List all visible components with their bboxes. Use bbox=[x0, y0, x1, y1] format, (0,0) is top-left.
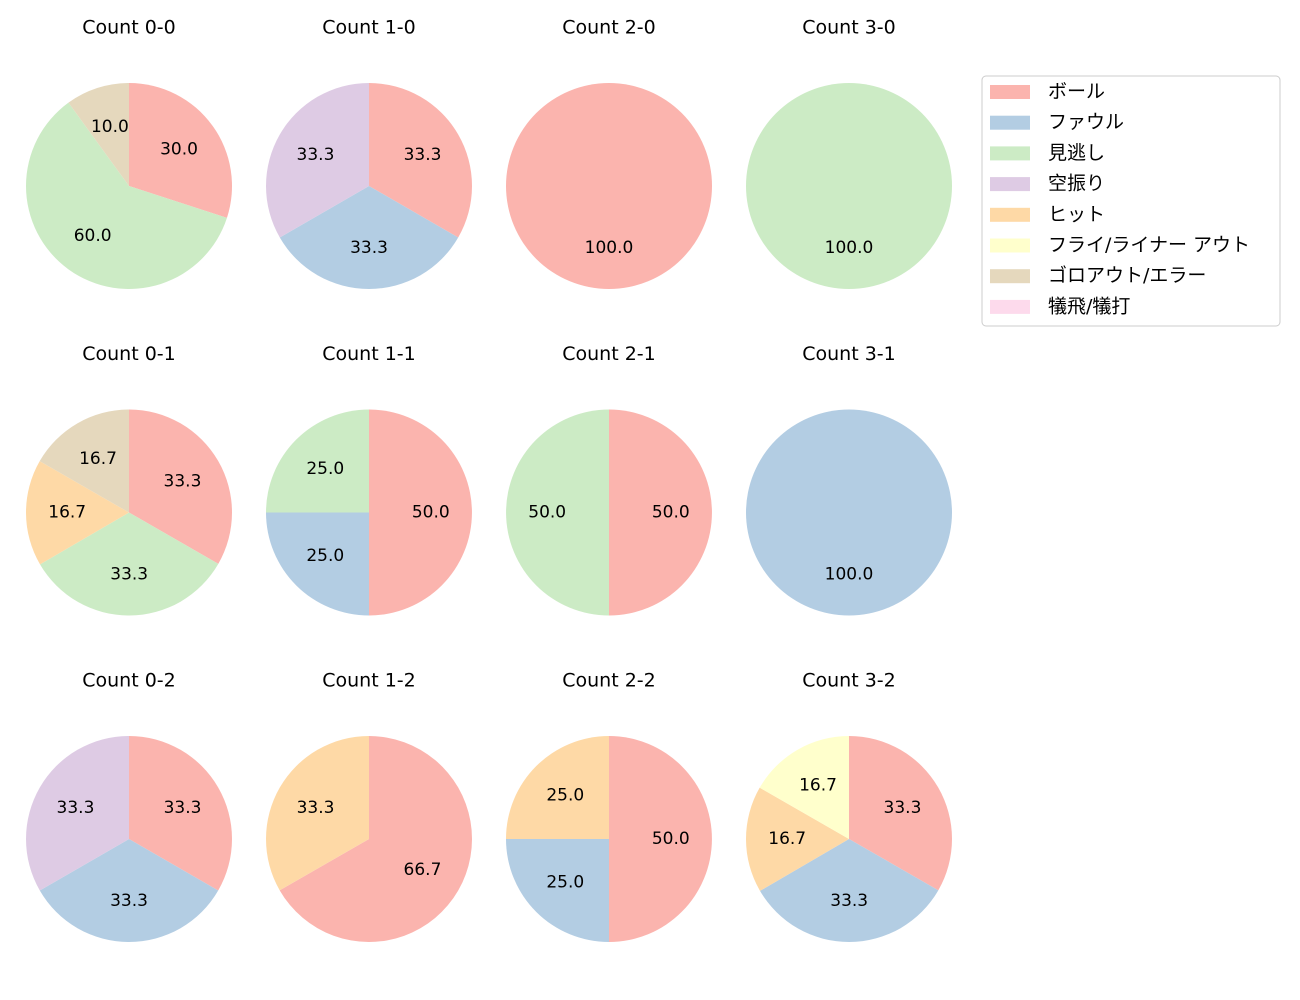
chart-title: Count 1-2 bbox=[322, 670, 416, 692]
chart-title: Count 1-1 bbox=[322, 343, 416, 365]
slice-label: 25.0 bbox=[306, 546, 344, 566]
slice-label: 50.0 bbox=[652, 829, 690, 849]
chart-title: Count 2-1 bbox=[562, 343, 656, 365]
pie-slice bbox=[746, 787, 849, 891]
legend-swatch bbox=[990, 269, 1030, 284]
slice-label: 33.3 bbox=[110, 891, 148, 911]
slice-label: 16.7 bbox=[768, 829, 806, 849]
legend-swatch bbox=[990, 299, 1030, 314]
pie-slice bbox=[266, 83, 369, 238]
slice-label: 33.3 bbox=[297, 145, 335, 165]
chart-title: Count 3-0 bbox=[802, 17, 896, 39]
legend-swatch bbox=[990, 85, 1030, 99]
slice-label: 50.0 bbox=[528, 503, 566, 523]
pie-slice bbox=[39, 409, 129, 513]
pie-slice bbox=[609, 409, 712, 616]
pie-slice bbox=[746, 409, 952, 616]
legend-label: 空振り bbox=[1048, 173, 1105, 195]
slice-label: 25.0 bbox=[546, 873, 584, 893]
slice-label: 50.0 bbox=[412, 503, 450, 523]
slice-label: 33.3 bbox=[164, 798, 202, 818]
legend-swatch bbox=[990, 238, 1030, 253]
legend-label: フライ/ライナー アウト bbox=[1048, 234, 1250, 256]
legend-box bbox=[981, 75, 1281, 327]
slice-label: 10.0 bbox=[91, 117, 129, 137]
slice-label: 66.7 bbox=[404, 860, 442, 880]
slice-label: 33.3 bbox=[164, 472, 202, 492]
pie-slice bbox=[39, 839, 219, 942]
chart-title: Count 0-1 bbox=[82, 343, 176, 365]
legend-label: 見逃し bbox=[1048, 142, 1105, 164]
slice-label: 16.7 bbox=[48, 503, 86, 523]
legend-swatch bbox=[990, 177, 1030, 192]
chart-title: Count 3-1 bbox=[802, 343, 896, 365]
slice-label: 33.3 bbox=[830, 891, 868, 911]
slice-label: 33.3 bbox=[404, 145, 442, 165]
slice-label: 25.0 bbox=[546, 785, 584, 805]
chart-title: Count 0-2 bbox=[82, 670, 176, 692]
slice-label: 33.3 bbox=[297, 798, 335, 818]
legend-label: 犠飛/犠打 bbox=[1048, 295, 1130, 317]
pie-slice bbox=[129, 83, 232, 218]
pie-slice bbox=[609, 736, 712, 942]
pie-slice bbox=[266, 736, 369, 891]
pie-slice bbox=[759, 736, 849, 839]
slice-label: 33.3 bbox=[884, 798, 922, 818]
legend-label: ファウル bbox=[1048, 111, 1124, 133]
slice-label: 100.0 bbox=[825, 238, 874, 258]
legend-label: ヒット bbox=[1048, 203, 1105, 225]
legend-swatch bbox=[990, 115, 1030, 130]
pie-slice bbox=[506, 409, 609, 616]
slice-label: 16.7 bbox=[799, 776, 837, 796]
pie-slice bbox=[26, 736, 130, 891]
pie-slice bbox=[746, 83, 952, 289]
pie-slice bbox=[279, 736, 473, 942]
pie-slice bbox=[25, 461, 129, 565]
chart-title: Count 0-0 bbox=[82, 17, 176, 39]
pie-slice bbox=[760, 839, 939, 942]
pie-slice bbox=[266, 409, 369, 513]
slice-label: 30.0 bbox=[160, 140, 198, 160]
slice-label: 50.0 bbox=[652, 503, 690, 523]
pie-slice bbox=[266, 512, 369, 616]
slice-label: 60.0 bbox=[74, 226, 112, 246]
pie-slice bbox=[40, 512, 219, 616]
slice-label: 33.3 bbox=[110, 564, 148, 584]
chart-title: Count 3-2 bbox=[802, 670, 896, 692]
slice-label: 33.3 bbox=[57, 798, 95, 818]
slice-label: 100.0 bbox=[825, 564, 874, 584]
pie-slice bbox=[369, 83, 472, 238]
pie-slice bbox=[849, 736, 952, 891]
legend-swatch bbox=[990, 146, 1030, 161]
pie-slice bbox=[129, 736, 232, 891]
slice-label: 100.0 bbox=[585, 238, 634, 258]
pie-slice bbox=[369, 409, 472, 616]
slice-label: 16.7 bbox=[79, 449, 117, 469]
legend-label: ボール bbox=[1048, 81, 1105, 103]
chart-title: Count 2-0 bbox=[562, 17, 656, 39]
pie-slice bbox=[506, 83, 712, 289]
legend-label: ゴロアウト/エラー bbox=[1048, 265, 1206, 287]
pie-slice bbox=[506, 736, 609, 839]
pie-slice bbox=[25, 102, 227, 290]
legend-swatch bbox=[990, 207, 1030, 222]
chart-title: Count 1-0 bbox=[322, 17, 416, 39]
pie-slice bbox=[68, 83, 129, 186]
slice-label: 25.0 bbox=[306, 459, 344, 479]
pie-slice bbox=[506, 839, 609, 942]
slice-label: 33.3 bbox=[350, 238, 388, 258]
pie-slice bbox=[129, 409, 233, 564]
chart-title: Count 2-2 bbox=[562, 670, 656, 692]
